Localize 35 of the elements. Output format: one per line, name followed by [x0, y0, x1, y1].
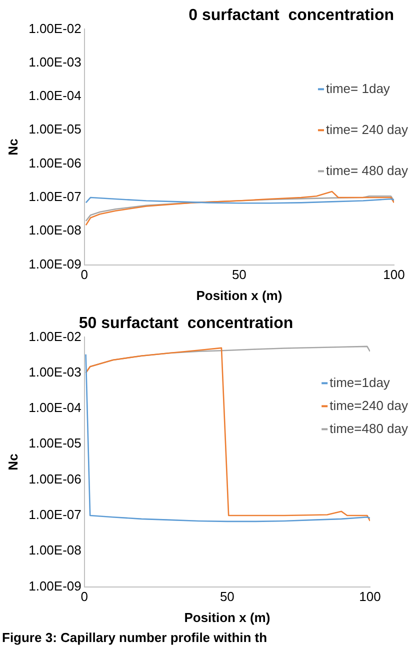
x-axis-title: Position x (m) — [196, 288, 282, 303]
x-tick-label: 100 — [383, 267, 405, 282]
y-tick-label: 1.00E-08 — [28, 222, 82, 238]
y-tick-label: 1.00E-09 — [28, 256, 82, 272]
legend-label: time= 240 day — [326, 122, 408, 137]
y-tick-label: 1.00E-05 — [28, 122, 82, 137]
x-tick-label: 0 — [80, 589, 88, 604]
y-tick-label: 1.00E-04 — [28, 88, 82, 104]
chart-title: 50 surfactant concentration — [78, 315, 294, 332]
caption: Figure 3: Capillary number profile within th — [1, 630, 268, 645]
x-tick-label: 50 — [232, 267, 246, 282]
x-axis-title: Position x (m) — [184, 610, 270, 625]
y-tick-label: 1.00E-06 — [28, 471, 82, 486]
legend-label: time=240 day — [330, 398, 408, 413]
y-tick-label: 1.00E-08 — [28, 542, 82, 558]
y-tick-label: 1.00E-03 — [28, 364, 82, 380]
y-tick-label: 1.00E-04 — [28, 400, 82, 416]
legend-label: time= 1day — [326, 80, 390, 96]
x-tick-label: 100 — [359, 589, 381, 604]
y-tick-label: 1.00E-03 — [28, 54, 82, 70]
x-tick-label: 50 — [220, 589, 234, 604]
legend-label: time=480 day — [330, 420, 408, 436]
y-tick-label: 1.00E-02 — [28, 328, 82, 344]
y-tick-label: 1.00E-06 — [28, 155, 82, 170]
x-tick-label: 0 — [80, 267, 88, 282]
y-tick-label: 1.00E-07 — [28, 507, 82, 522]
y-tick-label: 1.00E-05 — [28, 436, 82, 451]
y-tick-label: 1.00E-09 — [28, 578, 82, 594]
y-tick-label: 1.00E-02 — [28, 20, 82, 36]
chart-title: 0 surfactant concentration — [188, 7, 394, 24]
legend-label: time= 480 day — [326, 162, 408, 178]
y-axis-title: Nc — [5, 138, 20, 156]
legend-label: time=1day — [330, 374, 390, 390]
y-tick-label: 1.00E-07 — [28, 189, 82, 204]
y-axis-title: Nc — [5, 454, 20, 470]
